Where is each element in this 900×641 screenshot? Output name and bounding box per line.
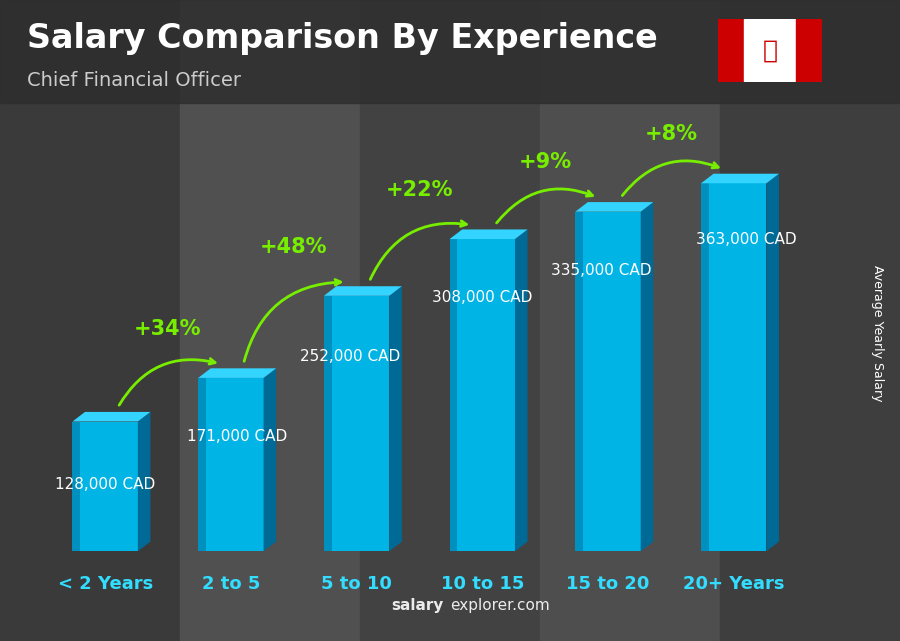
Polygon shape [701, 174, 779, 183]
Bar [744, 19, 796, 82]
Bar [583, 212, 641, 551]
Text: 20+ Years: 20+ Years [683, 575, 785, 593]
Polygon shape [575, 202, 653, 212]
Polygon shape [264, 369, 276, 551]
Text: salary: salary [392, 598, 444, 613]
Text: 308,000 CAD: 308,000 CAD [432, 290, 533, 305]
Text: 10 to 15: 10 to 15 [441, 575, 524, 593]
Bar [718, 19, 744, 82]
Text: 2 to 5: 2 to 5 [202, 575, 260, 593]
Text: 335,000 CAD: 335,000 CAD [552, 263, 652, 278]
Text: +34%: +34% [134, 319, 202, 338]
Polygon shape [767, 174, 779, 551]
Text: 15 to 20: 15 to 20 [566, 575, 650, 593]
Text: 128,000 CAD: 128,000 CAD [55, 477, 156, 492]
Polygon shape [450, 229, 527, 239]
Bar [324, 296, 332, 551]
Text: Salary Comparison By Experience: Salary Comparison By Experience [27, 22, 658, 55]
Bar [457, 239, 515, 551]
Text: 252,000 CAD: 252,000 CAD [301, 349, 400, 364]
Text: explorer.com: explorer.com [450, 598, 550, 613]
Bar [73, 422, 80, 551]
Bar [180, 0, 360, 641]
Text: 171,000 CAD: 171,000 CAD [187, 429, 287, 444]
Bar [701, 183, 709, 551]
Text: Average Yearly Salary: Average Yearly Salary [871, 265, 884, 401]
Bar [0, 0, 180, 641]
Bar [540, 0, 720, 641]
Polygon shape [641, 202, 653, 551]
Text: 🍁: 🍁 [762, 38, 778, 63]
Text: +8%: +8% [644, 124, 698, 144]
Bar [80, 422, 138, 551]
Text: 5 to 10: 5 to 10 [321, 575, 392, 593]
Bar [360, 0, 540, 641]
Bar [450, 239, 457, 551]
Bar [206, 378, 264, 551]
Text: +9%: +9% [518, 153, 572, 172]
Polygon shape [73, 412, 150, 422]
Bar [720, 0, 900, 641]
Polygon shape [324, 287, 401, 296]
Bar [332, 296, 390, 551]
Polygon shape [138, 412, 150, 551]
Polygon shape [198, 369, 276, 378]
Bar [796, 19, 822, 82]
Text: +48%: +48% [260, 237, 328, 256]
Text: Chief Financial Officer: Chief Financial Officer [27, 71, 241, 90]
Text: < 2 Years: < 2 Years [58, 575, 153, 593]
Polygon shape [390, 287, 401, 551]
Bar [709, 183, 767, 551]
Polygon shape [515, 229, 527, 551]
Bar [575, 212, 583, 551]
Bar [198, 378, 206, 551]
Text: 363,000 CAD: 363,000 CAD [696, 231, 796, 247]
Text: +22%: +22% [386, 180, 454, 200]
